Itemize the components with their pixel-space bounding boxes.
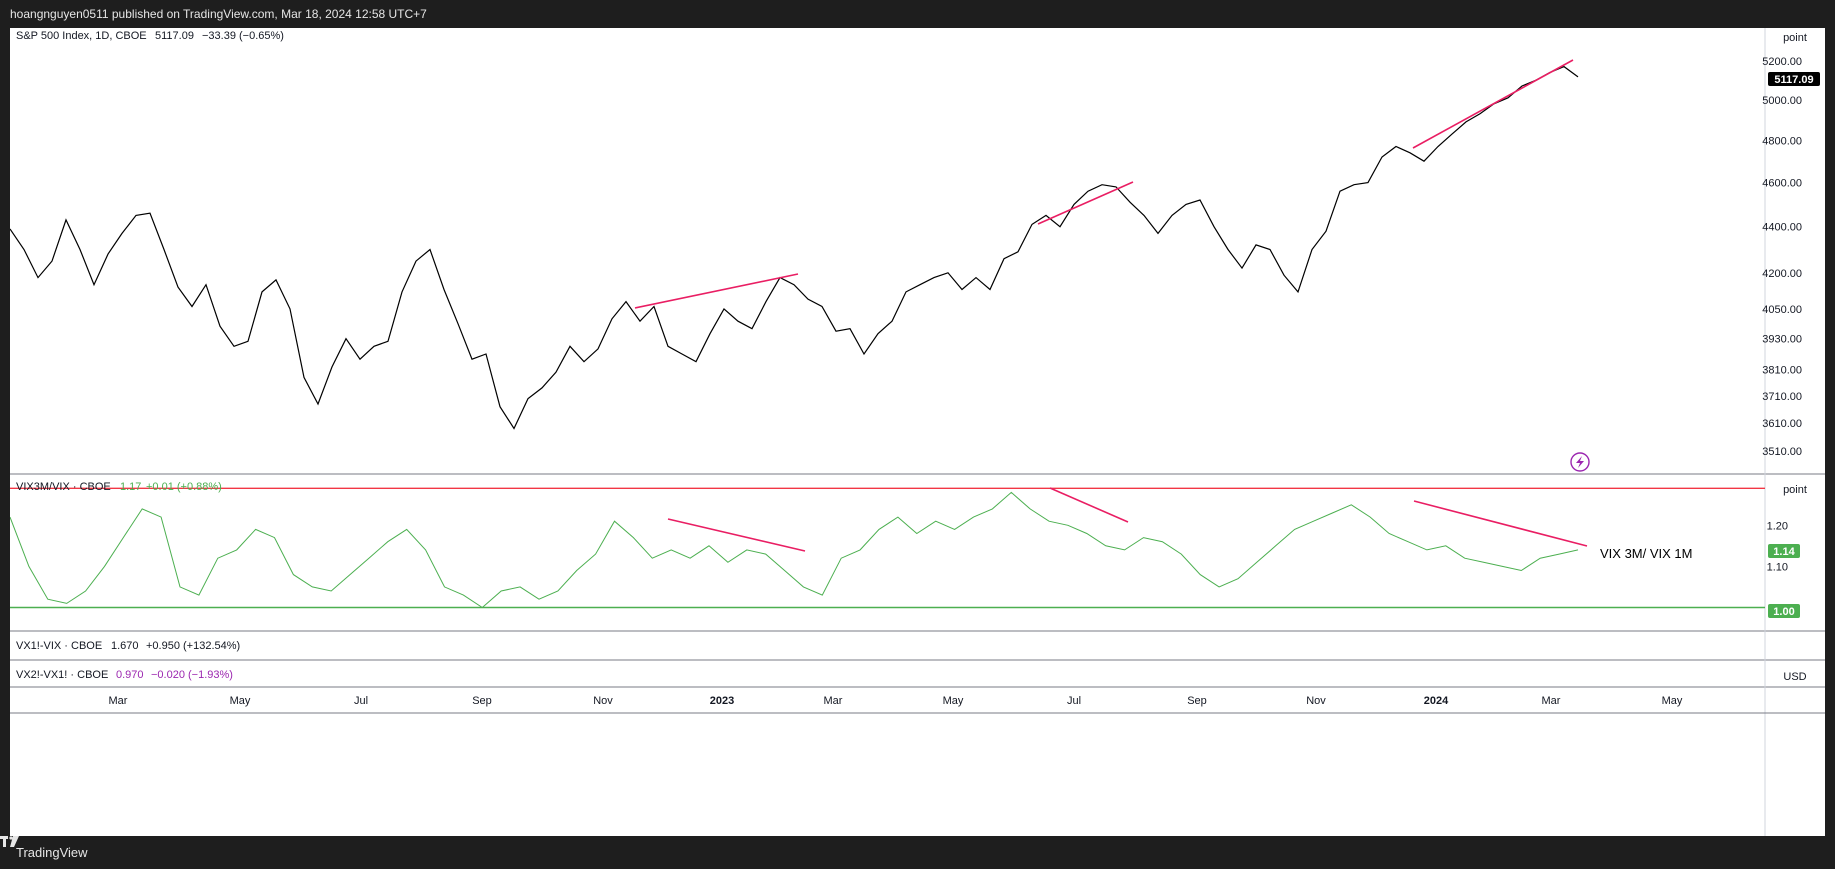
ratio-legend-symbol[interactable]: VIX3M/VIX · CBOE — [16, 481, 111, 493]
trendline-price-2[interactable] — [1037, 181, 1134, 225]
vx2-legend-value: 0.970 — [116, 669, 144, 681]
trendline-ratio-3[interactable] — [1413, 500, 1588, 547]
time-axis-tick: Mar — [824, 695, 843, 707]
time-axis-tick: Mar — [109, 695, 128, 707]
time-axis-tick: Jul — [354, 695, 368, 707]
trendline-ratio-1[interactable] — [667, 518, 806, 552]
price-axis-tick: 4200.00 — [1762, 268, 1802, 280]
vx2-legend-change: −0.020 (−1.93%) — [151, 669, 233, 681]
price-axis-tick: 4050.00 — [1762, 304, 1802, 316]
time-axis-tick: 2023 — [710, 695, 734, 707]
price-legend-value: 5117.09 — [155, 30, 194, 42]
currency-label[interactable]: USD — [1783, 671, 1806, 683]
price-axis-tick: 5200.00 — [1762, 56, 1802, 68]
ratio-annotation[interactable]: VIX 3M/ VIX 1M — [1600, 546, 1692, 561]
price-series-line[interactable] — [10, 65, 1579, 430]
publish-text: hoangnguyen0511 published on TradingView… — [10, 7, 427, 21]
last-price-badge — [1768, 72, 1820, 86]
price-axis-tick: 4800.00 — [1762, 135, 1802, 147]
vx2-legend-symbol[interactable]: VX2!-VX1! · CBOE — [16, 669, 108, 681]
price-axis-tick: 5000.00 — [1762, 95, 1802, 107]
time-axis-tick: Mar — [1542, 695, 1561, 707]
chart-area[interactable]: 3510.00 3610.00 3710.00 3810.00 3930.00 4050.… — [10, 28, 1825, 836]
ratio-legend-change: +0.01 (+0.88%) — [146, 481, 222, 493]
time-axis-tick: May — [943, 695, 964, 707]
ratio-trendlines[interactable] — [667, 487, 1588, 552]
ratio-scale-mode[interactable]: point — [1783, 484, 1807, 496]
ratio-last-label: 1.14 — [1773, 546, 1795, 558]
time-axis-tick: May — [1662, 695, 1683, 707]
last-price-label: 5117.09 — [1774, 74, 1813, 86]
price-axis-tick: 3510.00 — [1762, 446, 1802, 458]
time-axis-tick: Nov — [593, 695, 613, 707]
price-legend-symbol[interactable]: S&P 500 Index, 1D, CBOE — [16, 30, 147, 42]
footer-brand: TradingView — [16, 845, 88, 860]
price-axis-tick: 3610.00 — [1762, 418, 1802, 430]
time-axis-tick: Sep — [472, 695, 492, 707]
ratio-axis-tick: 1.20 — [1767, 520, 1788, 532]
footer: TradingView — [0, 836, 1835, 869]
price-legend-change: −33.39 (−0.65%) — [202, 30, 284, 42]
ratio-legend-value: 1.17 — [120, 481, 141, 493]
chart-svg[interactable]: 3510.00 3610.00 3710.00 3810.00 3930.00 4050.… — [10, 28, 1825, 836]
ratio-series-line[interactable] — [10, 491, 1579, 609]
price-axis-tick: 3710.00 — [1762, 391, 1802, 403]
price-axis-tick: 4600.00 — [1762, 178, 1802, 190]
price-axis-tick: 3930.00 — [1762, 334, 1802, 346]
ratio-pane[interactable] — [10, 487, 1765, 609]
ratio-level-label: 1.00 — [1773, 606, 1794, 618]
publish-header: hoangnguyen0511 published on TradingView… — [0, 0, 1835, 28]
trendline-ratio-2[interactable] — [1049, 487, 1129, 523]
time-axis-tick: Nov — [1306, 695, 1326, 707]
vx1-legend-symbol[interactable]: VX1!-VIX · CBOE — [16, 640, 102, 652]
ratio-level-badge — [1768, 604, 1800, 618]
time-axis[interactable]: Mar May Jul Sep Nov 2023 Mar May Jul Sep Nov 2024 Ma… — [109, 695, 1683, 707]
price-axis-tick: 4400.00 — [1762, 222, 1802, 234]
time-axis-tick: Sep — [1187, 695, 1207, 707]
price-scale-mode[interactable]: point — [1783, 32, 1807, 44]
vx1-legend-change: +0.950 (+132.54%) — [146, 640, 240, 652]
vx1-legend-value: 1.670 — [111, 640, 139, 652]
ratio-axis-tick: 1.10 — [1767, 561, 1788, 573]
time-axis-tick: 2024 — [1424, 695, 1449, 707]
time-axis-tick: May — [230, 695, 251, 707]
ratio-axis[interactable]: 1.10 1.20 — [1767, 520, 1788, 573]
trendline-price-1[interactable] — [634, 273, 799, 309]
time-axis-tick: Jul — [1067, 695, 1081, 707]
price-axis-tick: 3810.00 — [1762, 365, 1802, 377]
ratio-last-badge — [1768, 544, 1800, 558]
price-axis[interactable]: 3510.00 3610.00 3710.00 3810.00 3930.00 4050.… — [1762, 56, 1802, 458]
price-pane[interactable] — [10, 65, 1579, 430]
lightning-icon[interactable] — [1570, 452, 1590, 472]
price-trendlines[interactable] — [634, 59, 1574, 309]
trendline-price-3[interactable] — [1412, 59, 1574, 149]
